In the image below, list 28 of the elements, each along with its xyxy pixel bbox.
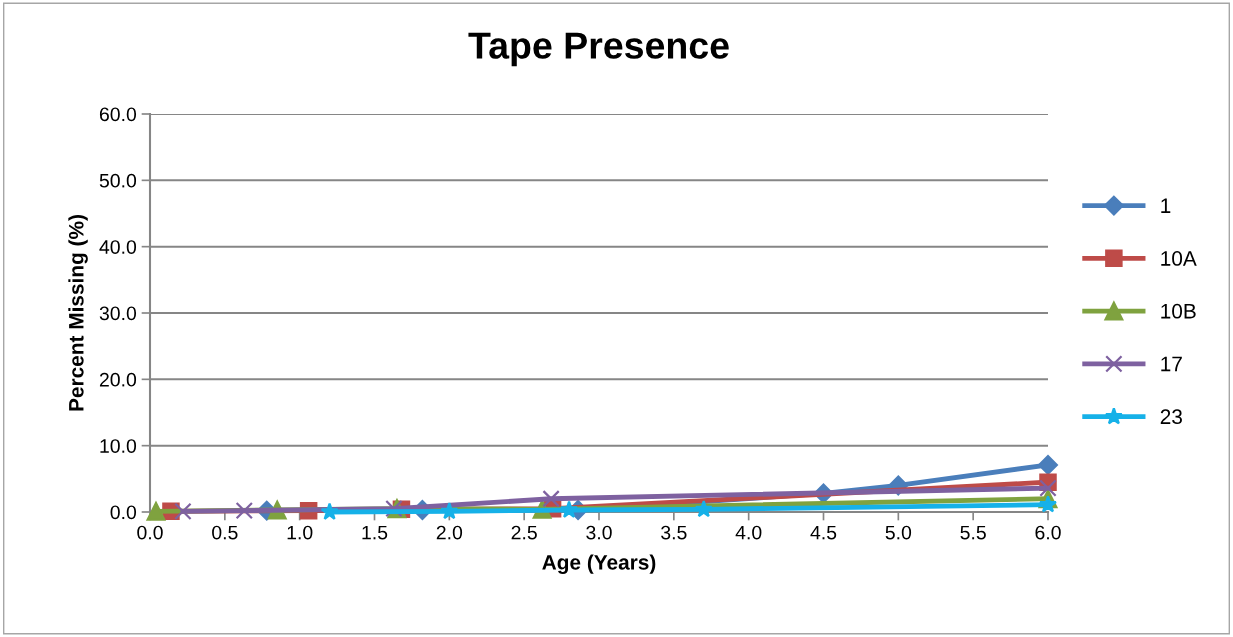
- y-tick-label: 60.0: [99, 107, 137, 122]
- y-axis-title: Percent Missing (%): [68, 215, 88, 411]
- legend-label: 10A: [1161, 251, 1197, 266]
- y-tick-label: 40.0: [99, 240, 137, 254]
- y-tick-label: 20.0: [99, 372, 137, 387]
- y-tick-label: 0.0: [110, 505, 137, 520]
- x-tick-label: 0.0: [137, 525, 163, 540]
- x-tick-label: 0.5: [212, 525, 238, 540]
- legend-label: 17: [1161, 356, 1182, 372]
- legend-label: 1: [1161, 198, 1171, 213]
- x-tick-label: 4.5: [810, 525, 837, 540]
- x-axis-title: Age (Years): [542, 554, 656, 574]
- x-tick-label: 2.0: [436, 525, 463, 540]
- chart-title: Tape Presence: [468, 32, 729, 67]
- x-tick-label: 1.5: [362, 525, 388, 540]
- x-tick-label: 4.0: [735, 525, 762, 540]
- y-tick-label: 30.0: [99, 306, 137, 321]
- legend-label: 10B: [1161, 303, 1196, 319]
- y-tick-label: 10.0: [100, 439, 137, 453]
- x-tick-label: 3.0: [586, 525, 612, 540]
- x-tick-label: 6.0: [1035, 525, 1061, 540]
- y-tick-label: 50.0: [99, 173, 137, 188]
- x-tick-label: 3.5: [661, 525, 687, 540]
- x-tick-label: 5.5: [960, 525, 986, 540]
- x-tick-label: 2.5: [511, 525, 537, 540]
- x-tick-label: 5.0: [885, 525, 912, 540]
- legend-label: 23: [1160, 409, 1182, 425]
- x-tick-label: 1.0: [287, 525, 313, 540]
